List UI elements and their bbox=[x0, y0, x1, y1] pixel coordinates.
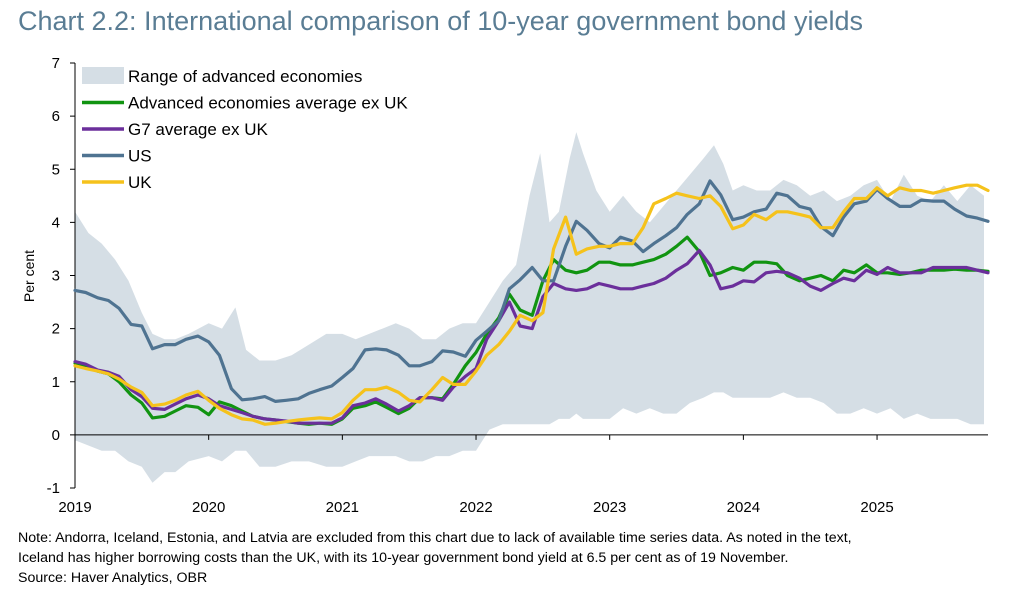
y-axis-label: Per cent bbox=[21, 250, 37, 302]
chart-title: Chart 2.2: International comparison of 1… bbox=[18, 6, 863, 36]
legend-label: UK bbox=[128, 173, 152, 192]
legend-label: G7 average ex UK bbox=[128, 120, 269, 139]
series-line-g7-average-ex-uk bbox=[73, 248, 990, 425]
note-line-1: Note: Andorra, Iceland, Estonia, and Lat… bbox=[18, 530, 852, 546]
y-tick-label: -1 bbox=[47, 480, 60, 497]
source-line: Source: Haver Analytics, OBR bbox=[18, 570, 208, 586]
x-tick-label: 2023 bbox=[593, 499, 626, 516]
legend: Range of advanced economies Advanced econ… bbox=[82, 67, 408, 192]
y-tick-label: 0 bbox=[52, 427, 60, 444]
series-line-advanced-economies-average-ex-uk bbox=[73, 235, 990, 426]
legend-label: Range of advanced economies bbox=[128, 67, 362, 86]
legend-label: US bbox=[128, 147, 152, 166]
series-line-uk bbox=[73, 183, 990, 426]
bond-yields-chart: -1 0 1 2 3 4 5 6 7 2019 2020 2021 2022 2023 2024 2025 R… bbox=[21, 55, 990, 516]
x-tick-label: 2021 bbox=[326, 499, 359, 516]
chart-notes: Note: Andorra, Iceland, Estonia, and Lat… bbox=[18, 528, 1008, 588]
range-band-layer bbox=[75, 132, 984, 483]
x-tick-label: 2020 bbox=[192, 499, 225, 516]
y-tick-label: 3 bbox=[52, 268, 60, 285]
legend-swatch-range bbox=[82, 67, 124, 84]
range-band-area bbox=[75, 132, 984, 483]
x-tick-label: 2022 bbox=[459, 499, 492, 516]
note-line-2: Iceland has higher borrowing costs than … bbox=[18, 550, 789, 566]
x-tick-label: 2024 bbox=[727, 499, 760, 516]
y-tick-label: 6 bbox=[52, 108, 60, 125]
legend-label: Advanced economies average ex UK bbox=[128, 94, 408, 113]
x-tick-label: 2025 bbox=[860, 499, 893, 516]
series-layer bbox=[73, 179, 990, 426]
x-tick-label: 2019 bbox=[58, 499, 91, 516]
y-tick-label: 7 bbox=[52, 55, 60, 72]
y-tick-label: 1 bbox=[52, 374, 60, 391]
y-tick-label: 4 bbox=[52, 214, 60, 231]
axes-layer: -1 0 1 2 3 4 5 6 7 2019 2020 2021 2022 2023 2024 2025 bbox=[47, 55, 988, 516]
y-tick-label: 2 bbox=[52, 321, 60, 338]
series-line-us bbox=[73, 179, 990, 403]
y-tick-label: 5 bbox=[52, 161, 60, 178]
